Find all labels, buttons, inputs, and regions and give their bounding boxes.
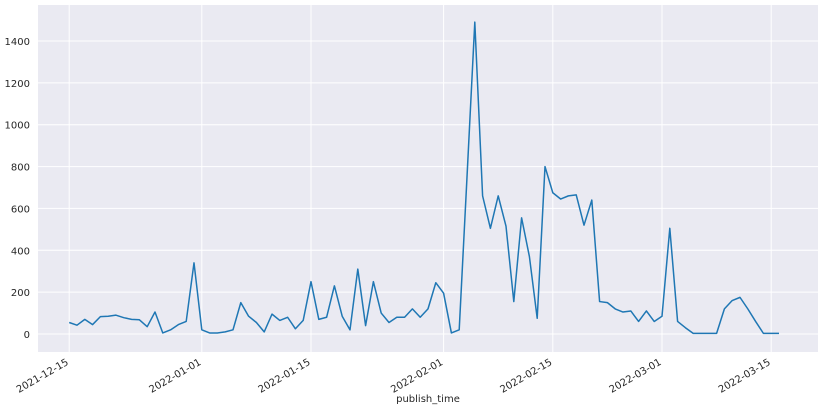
plot-area (38, 5, 818, 352)
x-tick-label: 2022-01-15 (257, 357, 313, 396)
y-tick-label: 800 (11, 163, 30, 174)
y-tick-label: 600 (11, 204, 30, 215)
x-axis-label: publish_time (396, 394, 460, 405)
x-tick-label: 2022-01-01 (147, 357, 203, 396)
x-tick-label: 2021-12-15 (15, 357, 71, 396)
y-tick-label: 1400 (5, 37, 30, 48)
x-tick-label: 2022-02-01 (389, 357, 445, 396)
y-tick-label: 0 (24, 330, 30, 341)
x-tick-label: 2022-03-01 (608, 357, 664, 396)
data-line (68, 21, 779, 335)
y-tick-label: 400 (11, 246, 30, 257)
y-tick-label: 1000 (5, 121, 30, 132)
x-tick-label: 2022-02-15 (498, 357, 554, 396)
y-tick-label: 200 (11, 288, 30, 299)
y-tick-label: 1200 (5, 79, 30, 90)
x-tick-label: 2022-03-15 (717, 357, 773, 396)
